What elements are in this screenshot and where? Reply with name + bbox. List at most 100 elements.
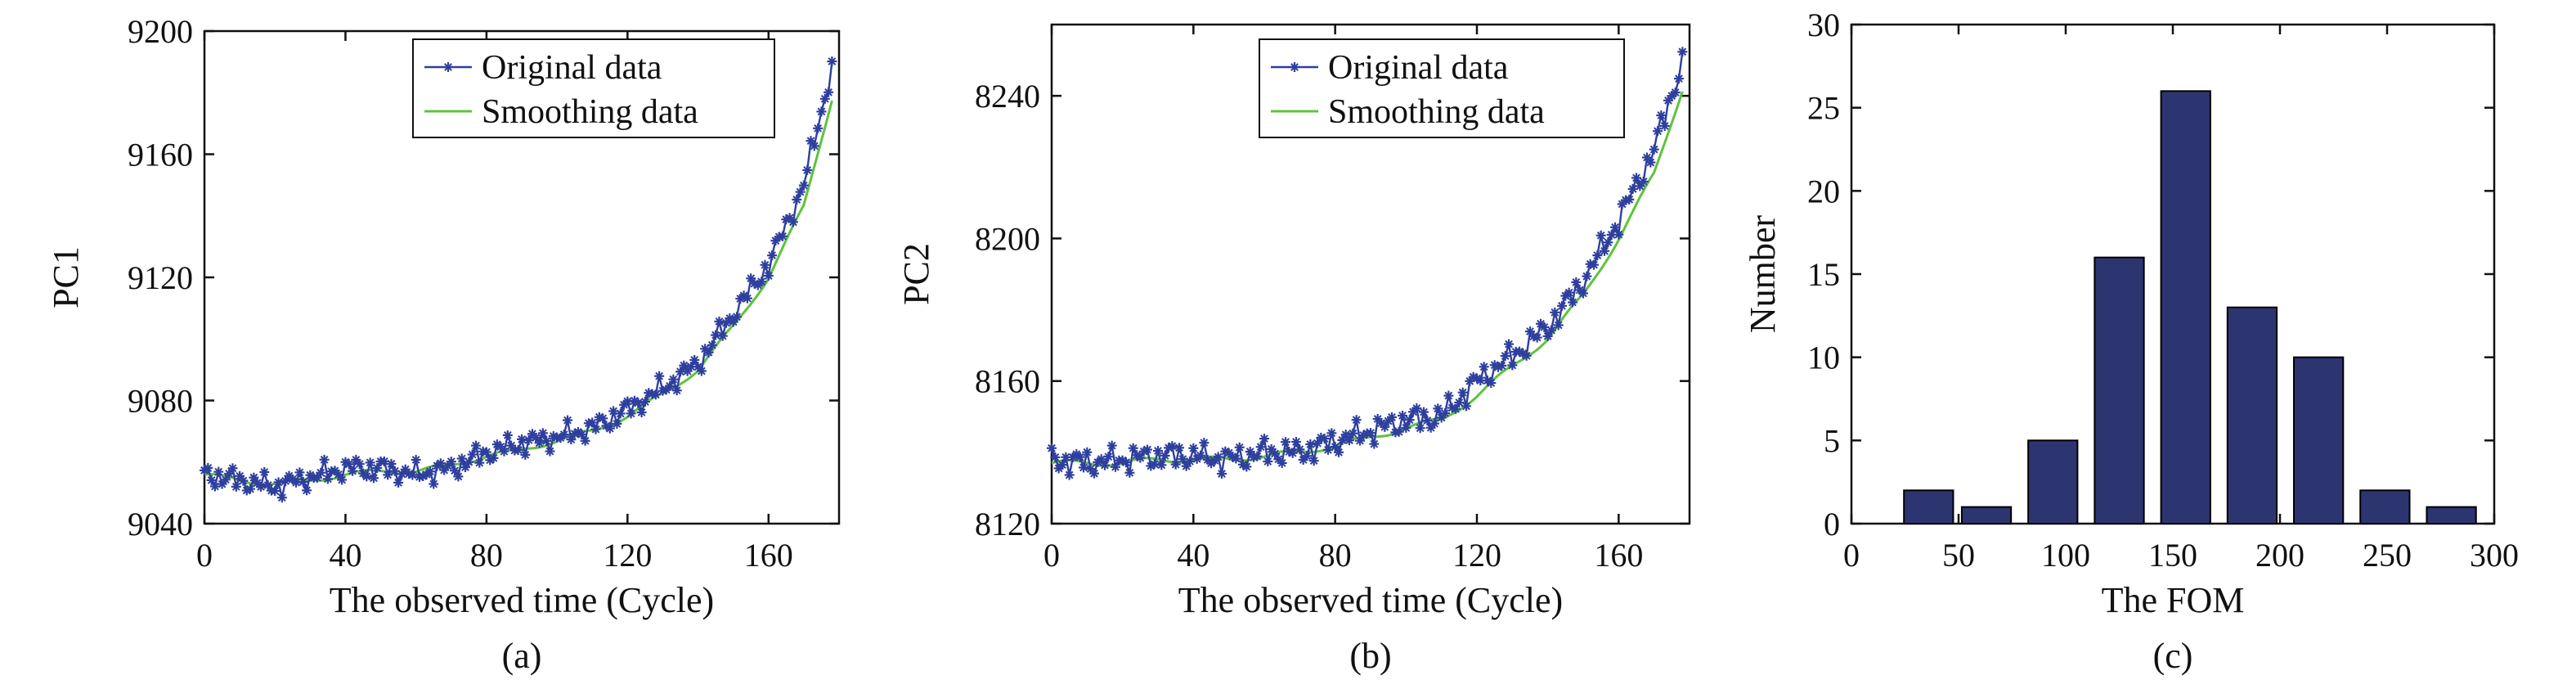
x-tick-label: 50 xyxy=(1942,537,1975,574)
original-data-point xyxy=(365,457,375,468)
original-data-point xyxy=(1302,451,1312,461)
original-data-point xyxy=(604,423,615,434)
original-data-point xyxy=(1489,360,1500,371)
x-tick-label: 40 xyxy=(1177,537,1209,574)
original-data-point xyxy=(545,446,555,457)
histogram-bar xyxy=(2027,439,2079,524)
original-data-point xyxy=(1313,438,1322,448)
original-data-point xyxy=(1631,173,1641,183)
original-data-point xyxy=(1103,452,1114,462)
original-data-point xyxy=(453,471,464,482)
original-data-point xyxy=(263,479,273,490)
original-data-point xyxy=(1089,468,1099,479)
original-data-point xyxy=(798,180,809,191)
original-data-point xyxy=(612,418,622,429)
original-data-point xyxy=(1252,451,1263,461)
original-data-point xyxy=(343,459,354,470)
original-data-point xyxy=(608,406,619,416)
original-data-point xyxy=(1443,390,1454,401)
original-data-point xyxy=(1398,411,1407,421)
original-data-point xyxy=(1642,152,1652,163)
original-data-point xyxy=(1521,350,1532,361)
original-data-point xyxy=(1245,447,1255,457)
histogram-bar xyxy=(2160,90,2211,525)
original-data-point xyxy=(1497,360,1507,371)
legend-box xyxy=(412,38,775,138)
original-data-point xyxy=(386,458,397,469)
original-data-point xyxy=(1674,74,1684,84)
original-data-point xyxy=(717,331,728,341)
original-data-point xyxy=(813,123,824,133)
original-data-point xyxy=(411,455,421,466)
original-data-point xyxy=(1174,443,1184,453)
original-data-point xyxy=(1454,397,1465,407)
original-data-point xyxy=(1153,445,1163,456)
original-data-point xyxy=(689,354,700,365)
x-tick-label: 40 xyxy=(329,537,361,574)
histogram-bar xyxy=(2226,306,2278,524)
original-data-point xyxy=(312,472,322,483)
original-data-point xyxy=(1326,428,1337,439)
panel-a-line-chart: 0 40 80 120 160 9040 9080 9120 9160 9200 The obser… xyxy=(46,13,841,676)
original-data-point xyxy=(1419,407,1429,417)
legend-smoothing-label: Smoothing data xyxy=(1328,93,1545,131)
original-data-point xyxy=(474,457,485,468)
original-data-point xyxy=(470,440,481,451)
original-data-point xyxy=(1500,351,1510,362)
original-data-point xyxy=(203,462,213,473)
x-tick-label: 80 xyxy=(1319,537,1352,574)
original-data-point xyxy=(809,141,819,151)
original-data-point xyxy=(559,430,569,440)
original-data-point xyxy=(1656,110,1667,120)
original-data-point xyxy=(1057,460,1067,470)
original-data-point xyxy=(640,396,650,407)
original-data-point xyxy=(1160,450,1170,461)
original-data-point xyxy=(824,87,834,97)
original-data-point xyxy=(224,468,235,479)
original-data-point xyxy=(1393,426,1404,437)
original-data-point xyxy=(460,462,471,473)
original-data-point xyxy=(1079,462,1088,473)
original-data-point xyxy=(703,347,714,358)
original-data-point xyxy=(1504,339,1514,349)
original-data-point xyxy=(316,467,326,478)
x-tick-label: 120 xyxy=(603,537,652,574)
original-data-point xyxy=(1234,442,1245,452)
original-data-point xyxy=(1433,403,1443,414)
original-data-point xyxy=(1624,194,1635,205)
original-data-point xyxy=(1411,403,1422,414)
original-data-point xyxy=(1334,447,1344,457)
original-data-point xyxy=(1217,469,1227,479)
original-data-point xyxy=(1259,434,1269,444)
original-data-point xyxy=(1415,423,1425,434)
original-data-point xyxy=(1075,452,1085,462)
x-tick-label: 100 xyxy=(2041,537,2090,574)
original-data-point xyxy=(276,493,287,503)
original-data-point xyxy=(534,438,545,448)
original-data-point xyxy=(763,271,774,281)
original-data-point xyxy=(756,277,767,287)
original-data-point xyxy=(1121,457,1131,468)
y-tick-label: 30 xyxy=(1807,7,1840,43)
original-data-point xyxy=(513,445,523,456)
x-tick-label: 250 xyxy=(2363,537,2412,574)
original-data-point xyxy=(1603,237,1613,248)
original-data-point xyxy=(1532,332,1542,343)
y-tick-label: 5 xyxy=(1824,422,1840,459)
original-data-point xyxy=(802,164,813,175)
original-data-point xyxy=(467,449,478,460)
original-data-point xyxy=(227,463,238,474)
original-data-point xyxy=(778,231,788,241)
original-data-point xyxy=(671,385,682,396)
original-data-point xyxy=(827,56,837,67)
original-data-point xyxy=(1457,387,1468,398)
original-data-point xyxy=(1613,229,1624,240)
original-data-point xyxy=(742,293,752,304)
y-tick-label: 8160 xyxy=(975,363,1040,400)
y-axis-title: PC1 xyxy=(46,246,86,308)
original-data-point xyxy=(456,453,467,464)
original-data-point xyxy=(1589,259,1599,270)
original-data-point xyxy=(668,374,679,385)
original-data-point xyxy=(1366,428,1376,439)
